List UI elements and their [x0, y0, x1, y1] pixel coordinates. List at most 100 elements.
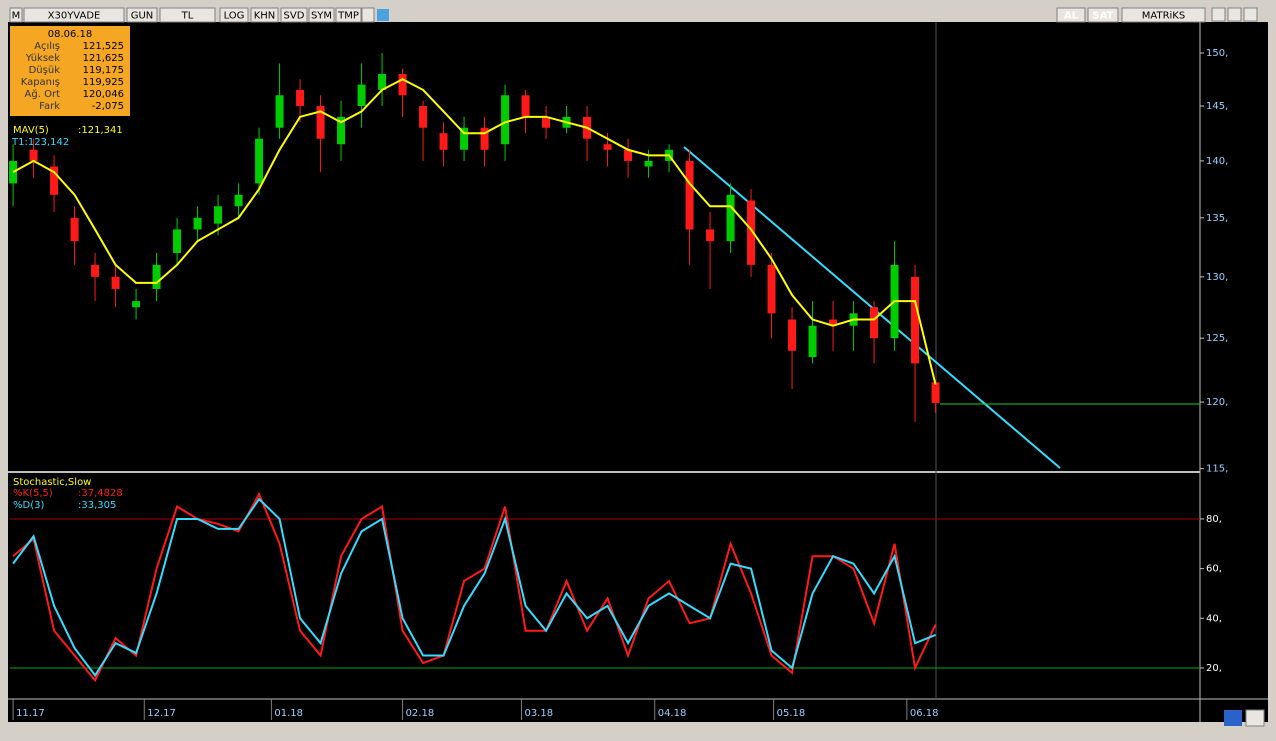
legend-name: %D(3) — [13, 500, 44, 511]
settings-button[interactable] — [1245, 709, 1265, 727]
candle-body — [788, 319, 797, 351]
toolbar: M X30YVADE GUN TL LOG KHN SVD SYM TMP AL SAT MATRiK… — [9, 7, 1258, 23]
toolbar-button-label: SYM — [311, 11, 332, 22]
symbol-button-label: X30YVADE — [48, 11, 101, 22]
candle-body — [29, 149, 38, 161]
candle-body — [255, 138, 264, 184]
refresh-button[interactable] — [1224, 710, 1242, 726]
candle-body — [911, 276, 920, 364]
candle-body — [111, 276, 120, 289]
candle-body — [439, 133, 448, 150]
toolbar-button-label: TL — [181, 11, 194, 22]
candle-body — [460, 127, 469, 150]
dropdown-button[interactable] — [361, 7, 375, 23]
info-label: Kapanış — [21, 77, 60, 88]
info-value: 119,175 — [83, 65, 124, 76]
chart-area — [8, 22, 1268, 722]
y-tick-label: 150, — [1206, 48, 1228, 59]
info-value: 121,525 — [83, 41, 124, 52]
toolbar-button[interactable] — [159, 7, 216, 23]
y-tick-label: 145, — [1206, 101, 1228, 112]
y-tick-label: 125, — [1206, 333, 1228, 344]
candle-body — [542, 116, 551, 128]
toolbar-button[interactable] — [126, 7, 158, 23]
toolbar-button-label: SVD — [284, 11, 305, 22]
y-tick-label: 120, — [1206, 397, 1228, 408]
info-value: 120,046 — [83, 89, 124, 100]
candle-body — [234, 194, 243, 207]
toolbar-button-label: TMP — [337, 11, 359, 22]
x-tick-label: 12.17 — [147, 708, 176, 719]
candle-body — [870, 307, 879, 339]
twitter-button[interactable] — [377, 9, 389, 21]
candle-body — [357, 84, 366, 107]
candle-body — [726, 194, 735, 242]
x-tick-label: 06.18 — [910, 708, 939, 719]
window-button[interactable] — [1211, 7, 1226, 22]
candle-body — [747, 200, 756, 265]
window-button[interactable] — [1243, 7, 1258, 22]
y-tick-label: 130, — [1206, 272, 1228, 283]
brand-button-label: MATRiKS — [1142, 11, 1185, 22]
legend-value: :121,341 — [78, 125, 123, 136]
sell-button[interactable] — [1087, 7, 1119, 23]
toolbar-button-label: KHN — [254, 11, 276, 22]
candle-body — [91, 264, 100, 277]
toolbar-button[interactable] — [250, 7, 279, 23]
x-tick-label: 11.17 — [16, 708, 45, 719]
candle-body — [296, 89, 305, 107]
candle-body — [70, 217, 79, 242]
y-tick-label: 80, — [1206, 514, 1222, 525]
toolbar-button[interactable] — [335, 7, 362, 23]
info-value: 121,625 — [83, 53, 124, 64]
info-label: Açılış — [34, 41, 60, 52]
brand-button[interactable] — [1121, 7, 1206, 23]
logo-button[interactable] — [9, 7, 23, 23]
toolbar-button-label: LOG — [224, 11, 245, 22]
x-tick-label: 05.18 — [777, 708, 806, 719]
y-tick-label: 60, — [1206, 564, 1222, 575]
candle-body — [624, 149, 633, 161]
candle-body — [193, 217, 202, 230]
candle-body — [808, 325, 817, 358]
candle-body — [9, 160, 18, 184]
candle-body — [501, 95, 510, 145]
panel-title: Stochastic,Slow — [13, 477, 91, 488]
info-value: -2,075 — [92, 101, 124, 112]
candle-body — [378, 73, 387, 90]
info-box — [10, 26, 130, 116]
candle-body — [931, 382, 940, 404]
x-tick-label: 04.18 — [658, 708, 687, 719]
candle-body — [152, 264, 161, 289]
y-tick-label: 140, — [1206, 156, 1228, 167]
candle-body — [337, 116, 346, 145]
toolbar-button[interactable] — [308, 7, 335, 23]
info-label: Ağ. Ort — [25, 88, 61, 100]
buy-button[interactable] — [1056, 7, 1086, 23]
window-button[interactable] — [1227, 7, 1242, 22]
x-tick-label: 01.18 — [274, 708, 303, 719]
legend-value: :37,4828 — [78, 488, 123, 499]
info-label: Yüksek — [25, 53, 60, 64]
series-line — [12, 78, 937, 385]
logo-button-label: M — [12, 11, 21, 22]
candle-body — [398, 73, 407, 96]
x-tick-label: 02.18 — [406, 708, 435, 719]
candle-body — [214, 206, 223, 224]
candle-body — [767, 264, 776, 314]
candle-body — [480, 127, 489, 150]
x-tick-label: 03.18 — [524, 708, 553, 719]
toolbar-button[interactable] — [280, 7, 308, 23]
toolbar-button[interactable] — [219, 7, 249, 23]
y-tick-label: 40, — [1206, 613, 1222, 624]
info-label: Fark — [39, 101, 60, 112]
symbol-button[interactable] — [23, 7, 125, 23]
sell-button-label: SAT — [1093, 11, 1114, 22]
info-label: Düşük — [29, 65, 61, 76]
y-tick-label: 115, — [1206, 464, 1228, 475]
candle-body — [644, 160, 653, 167]
legend-value: :33,305 — [78, 500, 116, 511]
y-tick-label: 135, — [1206, 213, 1228, 224]
